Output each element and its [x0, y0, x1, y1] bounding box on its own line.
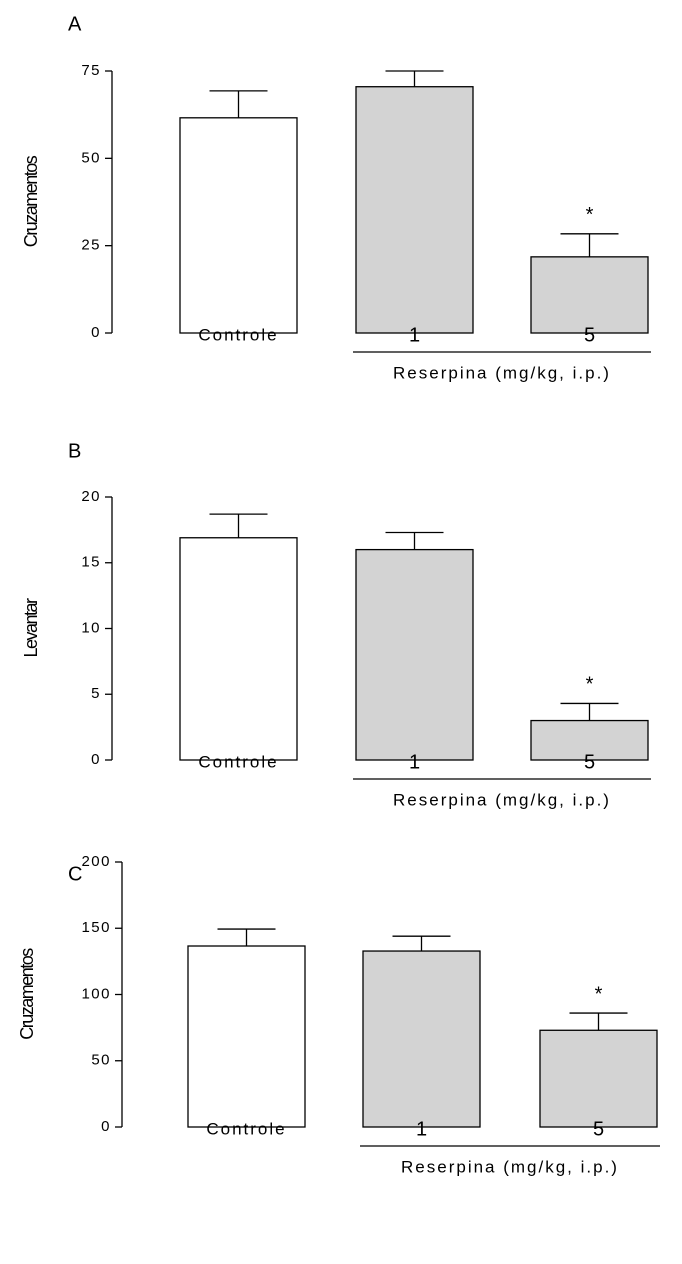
- y-tick-label: 100: [81, 985, 111, 1002]
- y-tick-label: 50: [91, 1052, 111, 1069]
- group-label: Reserpina (mg/kg, i.p.): [401, 1157, 619, 1176]
- y-axis-label: Cruzamentos: [17, 948, 37, 1040]
- x-tick-label: 5: [593, 1118, 604, 1140]
- y-tick-label: 75: [81, 62, 101, 79]
- y-tick-label: 50: [81, 149, 101, 166]
- x-tick-label: Controle: [198, 752, 278, 771]
- x-tick-label: 5: [584, 324, 595, 346]
- x-tick-label: Controle: [206, 1119, 286, 1138]
- y-tick-label: 15: [81, 554, 101, 571]
- panel-label: A: [68, 13, 82, 35]
- x-tick-label: 1: [416, 1118, 427, 1140]
- x-tick-label: 5: [584, 751, 595, 773]
- y-tick-label: 0: [101, 1118, 111, 1135]
- x-tick-label: 1: [409, 324, 420, 346]
- y-tick-label: 20: [81, 488, 101, 505]
- y-tick-label: 0: [91, 751, 101, 768]
- y-tick-label: 150: [81, 919, 111, 936]
- bar: [355, 86, 474, 334]
- panel-label: B: [68, 440, 81, 462]
- x-tick-label: Controle: [198, 325, 278, 344]
- y-tick-label: 10: [81, 619, 101, 636]
- bar: [539, 1029, 658, 1128]
- group-label: Reserpina (mg/kg, i.p.): [393, 790, 611, 809]
- bar: [530, 256, 649, 334]
- bar: [187, 945, 306, 1128]
- x-tick-label: 1: [409, 751, 420, 773]
- bar: [179, 537, 298, 761]
- y-tick-label: 200: [81, 853, 111, 870]
- bar: [362, 950, 481, 1128]
- y-axis-label: Cruzamentos: [21, 155, 41, 247]
- annotation: *: [595, 983, 603, 1005]
- annotation: *: [586, 674, 594, 696]
- bar: [530, 719, 649, 761]
- y-tick-label: 0: [91, 324, 101, 341]
- bar: [355, 548, 474, 761]
- panel-label: C: [68, 863, 82, 885]
- group-label: Reserpina (mg/kg, i.p.): [393, 363, 611, 382]
- y-axis-label: Levantar: [21, 598, 41, 658]
- y-tick-label: 5: [91, 685, 101, 702]
- y-tick-label: 25: [81, 237, 101, 254]
- bar: [179, 117, 298, 334]
- annotation: *: [586, 204, 594, 226]
